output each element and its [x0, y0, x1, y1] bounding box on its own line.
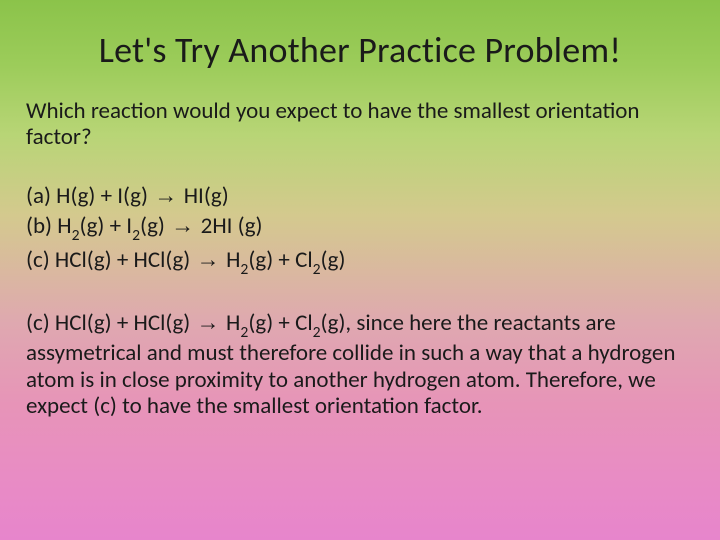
arrow-icon: → [190, 309, 226, 335]
option-b: (b) H2(g) + I2(g) → 2HI (g) [26, 211, 694, 245]
option-a-lhs1: H(g) [56, 182, 95, 210]
answer-rhs1-post: (g) [248, 309, 273, 337]
question-text: Which reaction would you expect to have … [26, 98, 694, 151]
option-c-label: (c) [26, 246, 50, 274]
option-a: (a) H(g) + I(g) → HI(g) [26, 181, 694, 211]
subscript: 2 [240, 260, 248, 279]
option-c-lhs1: HCl(g) [55, 246, 112, 274]
slide-title: Let's Try Another Practice Problem! [26, 28, 694, 72]
plus-sign: + [273, 309, 295, 337]
answer-label: (c) [26, 309, 55, 337]
option-c-rhs1-pre: H [226, 246, 240, 274]
plus-sign: + [112, 309, 134, 337]
answer-lhs1: HCl(g) [55, 309, 112, 337]
answer-rhs2-post: (g) [321, 309, 346, 337]
subscript: 2 [240, 323, 248, 342]
subscript: 2 [313, 323, 321, 342]
option-b-lhs1-pre: H [57, 212, 71, 240]
answer-rhs1-pre: H [226, 309, 240, 337]
option-a-rhs: HI(g) [184, 182, 229, 210]
option-b-lhs2-post: (g) [140, 212, 165, 240]
option-c-rhs2-post: (g) [321, 246, 346, 274]
subscript: 2 [132, 226, 140, 245]
answer-lhs2: HCl(g) [134, 309, 191, 337]
plus-sign: + [273, 246, 295, 274]
option-b-rhs: 2HI (g) [201, 212, 263, 240]
option-a-label: (a) [26, 182, 51, 210]
plus-sign: + [104, 212, 126, 240]
arrow-icon: → [165, 212, 201, 238]
answer-text: (c) HCl(g) + HCl(g) → H2(g) + Cl2(g), si… [26, 309, 694, 420]
arrow-icon: → [190, 246, 226, 272]
option-b-lhs1-post: (g) [80, 212, 105, 240]
answer-rhs2-pre: Cl [295, 309, 313, 337]
option-b-label: (b) [26, 212, 52, 240]
arrow-icon: → [148, 182, 184, 208]
plus-sign: + [95, 182, 117, 210]
option-c: (c) HCl(g) + HCl(g) → H2(g) + Cl2(g) [26, 245, 694, 279]
option-c-rhs1-post: (g) [248, 246, 273, 274]
option-c-rhs2-pre: Cl [295, 246, 313, 274]
option-c-lhs2: HCl(g) [134, 246, 191, 274]
subscript: 2 [313, 260, 321, 279]
subscript: 2 [72, 226, 80, 245]
options-block: (a) H(g) + I(g) → HI(g) (b) H2(g) + I2(g… [26, 181, 694, 279]
plus-sign: + [112, 246, 134, 274]
option-a-lhs2: I(g) [117, 182, 148, 210]
